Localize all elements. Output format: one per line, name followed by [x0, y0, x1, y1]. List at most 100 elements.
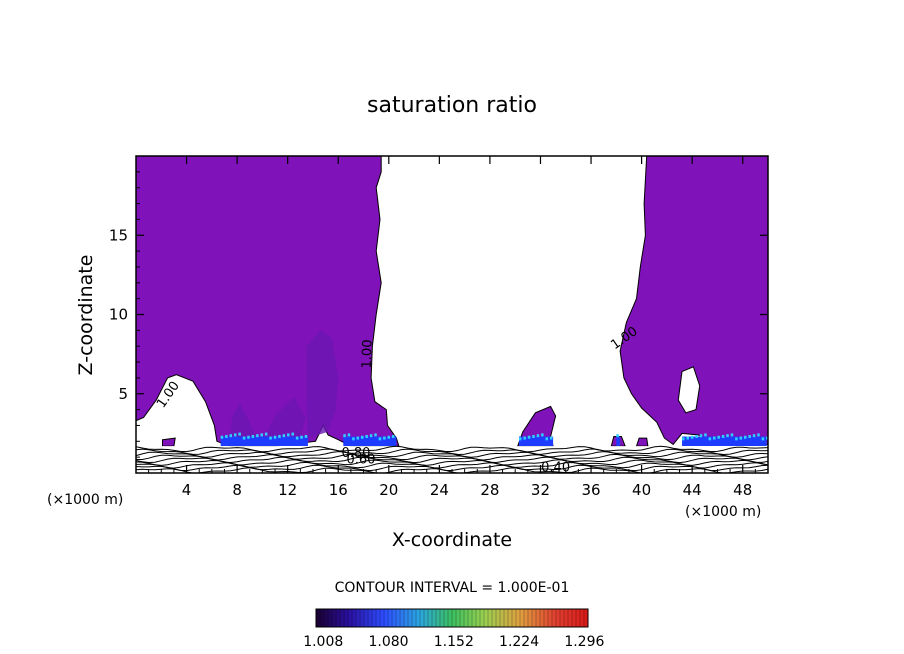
cloud-base-band [343, 436, 397, 447]
contour-interval-label: CONTOUR INTERVAL = 1.000E-01 [335, 580, 570, 596]
contour-line [136, 448, 768, 456]
contour-label: 0.60 [347, 452, 376, 467]
x-tick-label: 12 [278, 481, 297, 499]
cloud-base-speckle [260, 433, 264, 437]
updraft-shade [306, 330, 339, 439]
cloud-base-speckle [739, 436, 743, 440]
x-unit-right: (×1000 m) [685, 504, 761, 520]
updraft-shade [229, 403, 257, 442]
cloud-base-speckle [360, 435, 364, 439]
cloud-base-speckle [616, 434, 619, 438]
x-tick-label: 8 [232, 481, 242, 499]
contour-line [136, 456, 768, 464]
cloud-base-speckle [356, 436, 360, 440]
x-axis-ticks: 4 8 12 16 20 24 28 32 36 40 44 48 [148, 156, 756, 499]
cloud-base-speckle [347, 433, 351, 437]
cloud-base-speckle [229, 434, 233, 438]
x-tick-label: 32 [531, 481, 550, 499]
cloud-base-speckle [748, 434, 751, 438]
cloud-base-speckle [383, 436, 386, 440]
cloud-base-speckle [343, 434, 346, 438]
cloud-base-speckle [757, 433, 760, 437]
cloud-base-speckle [735, 437, 738, 441]
cloud-base-speckle [374, 433, 377, 437]
region-left [136, 156, 400, 447]
cloud-base-speckle [256, 434, 259, 438]
region-spot [635, 437, 649, 447]
y-tick-label: 5 [118, 385, 128, 403]
y-tick-label: 15 [109, 226, 128, 244]
updraft-shade [262, 396, 306, 442]
cloud-base-speckle [536, 434, 540, 438]
cloud-base-speckle [518, 437, 522, 441]
cloud-base-speckle [523, 436, 526, 440]
cloud-base-speckle [264, 432, 268, 436]
cloud-base-speckle [273, 435, 277, 439]
y-axis-ticks: 5 10 15 [109, 171, 768, 458]
x-axis-title: X-coordinate [392, 529, 512, 551]
x-tick-label: 4 [182, 481, 192, 499]
colorbar-tick-label: 1.296 [564, 634, 604, 650]
x-tick-label: 48 [733, 481, 752, 499]
cloud-base-speckle [247, 435, 250, 439]
cloud-base-speckle [220, 435, 224, 439]
cloud-base-speckle [269, 436, 272, 440]
x-tick-label: 16 [329, 481, 348, 499]
x-tick-label: 28 [480, 481, 499, 499]
cloud-base-speckle [713, 436, 716, 440]
cloud-base-speckle [545, 437, 549, 441]
cloud-base-speckle [225, 434, 228, 438]
cloud-base-speckle [766, 436, 768, 440]
colorbar-tick-label: 1.224 [499, 634, 539, 650]
cloud-base-speckle [251, 434, 255, 438]
contour-label: 1.00 [360, 339, 376, 368]
x-tick-label: 40 [632, 481, 651, 499]
contour-line [136, 445, 768, 453]
cloud-base-speckle [369, 434, 373, 438]
cloud-base-speckle [532, 434, 535, 438]
saturation-field [136, 156, 768, 473]
cloud-base-speckle [278, 434, 281, 438]
contour-line [136, 461, 768, 469]
cloud-base-speckle [726, 434, 729, 438]
cloud-base-speckle [708, 437, 712, 441]
colorbar: 1.008 1.080 1.152 1.224 1.296 [303, 608, 604, 650]
cloud-base-speckle [391, 434, 395, 438]
cloud-base-speckle [300, 435, 303, 439]
cloud-base-speckle [291, 432, 294, 436]
cloud-base-speckle [378, 437, 382, 441]
cloud-base-speckle [730, 433, 734, 437]
cloud-base-speckle [233, 433, 237, 437]
cloud-base-speckle [549, 436, 553, 440]
cloud-base-band [616, 436, 621, 447]
cloud-base-speckle [717, 435, 720, 439]
colorbar-stripes [315, 609, 585, 627]
cloud-base-speckle [752, 434, 756, 438]
colorbar-tick-labels: 1.008 1.080 1.152 1.224 1.296 [303, 634, 604, 650]
cloud-base-speckle [282, 434, 286, 438]
cloud-base-band [682, 436, 767, 447]
cloud-base-speckle [238, 432, 241, 436]
cloud-base-speckle [743, 435, 747, 439]
contour-line [136, 459, 768, 466]
colorbar-frame [315, 608, 589, 628]
x-tick-label: 36 [581, 481, 600, 499]
colorbar-tick-label: 1.080 [368, 634, 408, 650]
colorbar-tick-label: 1.152 [434, 634, 474, 650]
cloud-base-speckle [704, 433, 707, 437]
cloud-base-speckle [365, 434, 368, 438]
contour-label: 0.80 [341, 446, 370, 461]
y-axis-title: Z-coordinate [75, 255, 97, 376]
cloud-base-speckle [695, 434, 698, 438]
cloud-base-speckle [721, 434, 725, 438]
cloud-base-speckle [295, 436, 299, 440]
cloud-base-speckle [352, 437, 355, 441]
cloud-base-speckle [699, 434, 703, 438]
cloud-base-speckle [387, 435, 391, 439]
y-tick-label: 10 [109, 306, 128, 324]
contour-line [136, 453, 768, 461]
cloud-base-speckle [682, 437, 685, 441]
region-right-hole [677, 366, 701, 414]
cloud-base-speckle [304, 434, 308, 438]
